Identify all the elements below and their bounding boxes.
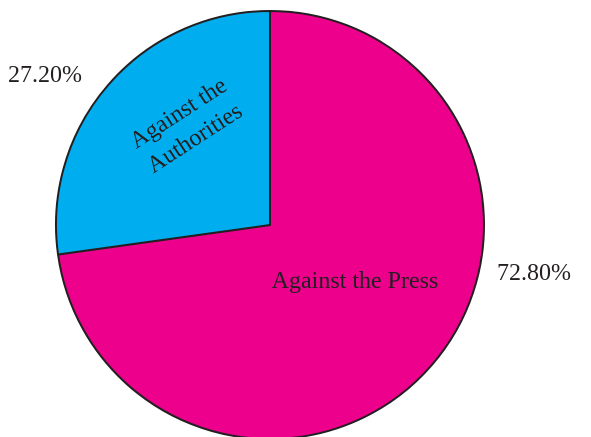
pie-slices bbox=[55, 10, 485, 437]
slice-value-label-against-the-authorities: 27.20% bbox=[8, 62, 82, 88]
pie-slice-against-the-authorities bbox=[55, 10, 271, 256]
slice-value-label-against-the-press: 72.80% bbox=[497, 260, 571, 286]
pie-slice-against-the-press bbox=[57, 10, 485, 437]
slice-label-against-the-press: Against the Press bbox=[272, 268, 439, 294]
